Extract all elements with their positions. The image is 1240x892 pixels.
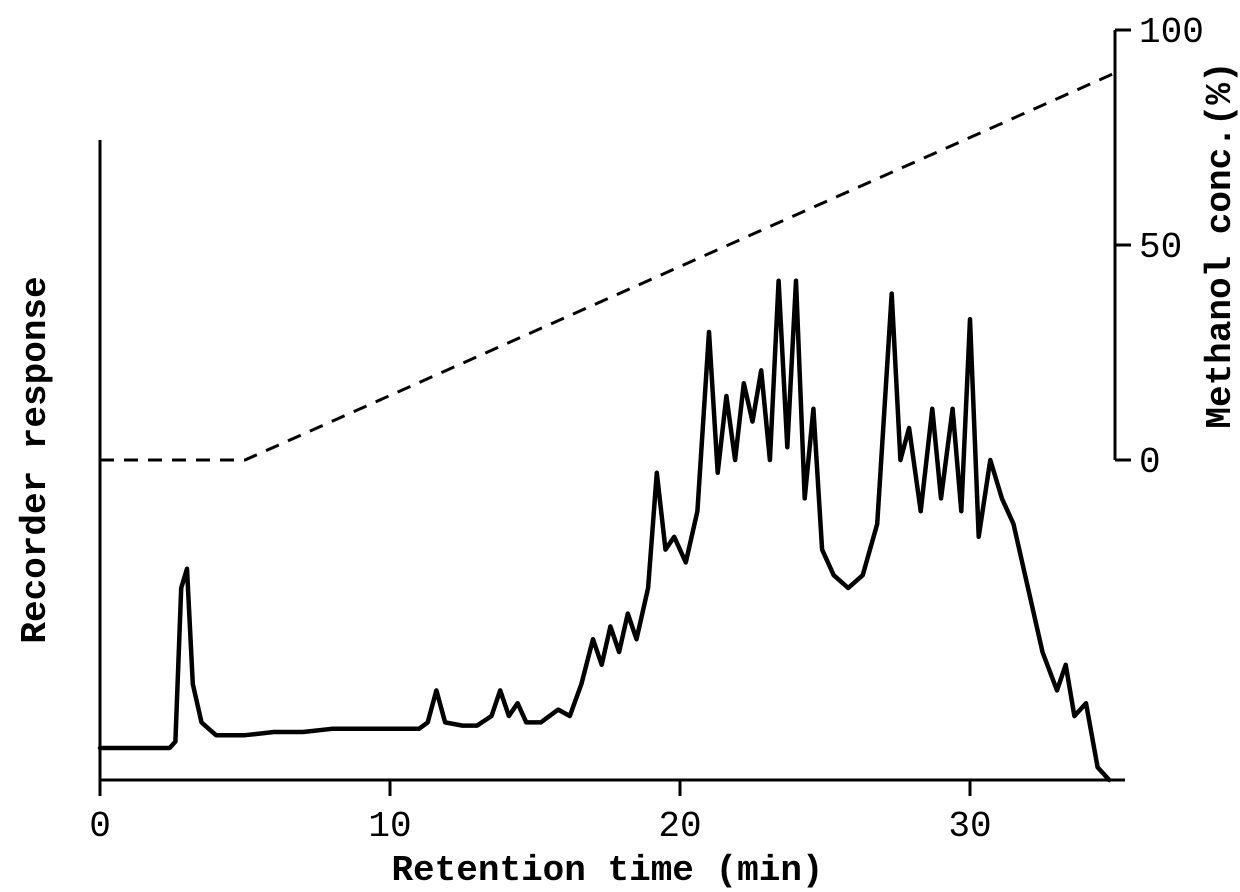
x-tick-label: 0	[89, 806, 111, 847]
x-tick-label: 10	[368, 806, 411, 847]
chromatogram-chart: 0 10 20 30 Retention time (min) Recorder resp…	[0, 0, 1240, 892]
y-right-tick-label: 0	[1139, 442, 1161, 483]
chart-svg: 0 10 20 30 Retention time (min) Recorder resp…	[0, 0, 1240, 892]
y-left-axis-label: Recorder response	[15, 276, 56, 643]
y-right-axis-label: Methanol conc.(%)	[1200, 61, 1240, 428]
x-tick-label: 30	[948, 806, 991, 847]
chromatogram-trace	[100, 281, 1109, 780]
y-right-tick-label: 50	[1139, 227, 1182, 268]
methanol-gradient-line	[100, 73, 1115, 460]
y-right-tick-label: 100	[1139, 12, 1204, 53]
x-tick-label: 20	[658, 806, 701, 847]
x-axis-label: Retention time (min)	[391, 850, 823, 891]
